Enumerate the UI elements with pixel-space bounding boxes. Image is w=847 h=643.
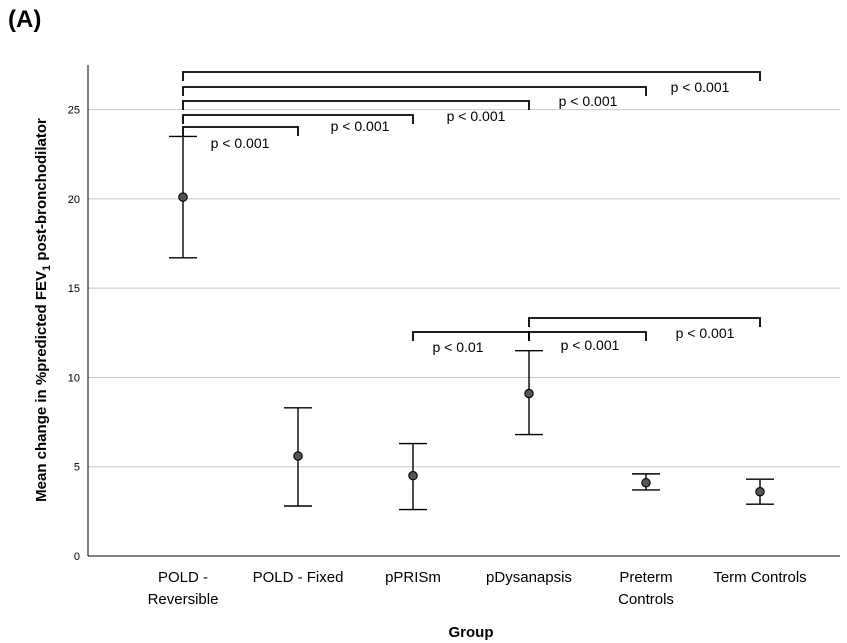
significance-bracket xyxy=(182,114,414,124)
significance-bracket xyxy=(182,126,299,136)
y-tick-label: 5 xyxy=(74,462,80,474)
p-value-label: p < 0.001 xyxy=(671,79,730,95)
significance-bracket xyxy=(182,86,647,96)
y-axis-title-text: Mean change in %predicted FEV1 post-bron… xyxy=(33,118,53,502)
y-axis-title-part: post-bronchodilator xyxy=(33,118,50,265)
x-category-label: pPRISm xyxy=(385,569,441,586)
p-value-label: p < 0.001 xyxy=(447,108,506,124)
p-value-label: p < 0.001 xyxy=(676,325,735,341)
y-axis-title-part: Mean change in %predicted FEV xyxy=(33,271,50,502)
x-category-label: Reversible xyxy=(148,591,219,608)
y-axis-title: Mean change in %predicted FEV1 post-bron… xyxy=(33,118,53,502)
significance-bracket xyxy=(528,331,647,341)
significance-bracket xyxy=(528,317,761,327)
y-axis-title-part: 1 xyxy=(41,265,53,271)
p-value-label: p < 0.001 xyxy=(331,118,390,134)
p-value-label: p < 0.01 xyxy=(433,339,484,355)
mean-point xyxy=(755,486,765,497)
mean-point xyxy=(178,192,188,202)
p-value-label: p < 0.001 xyxy=(561,337,620,353)
significance-bracket xyxy=(182,71,761,81)
y-tick-label: 0 xyxy=(74,551,80,563)
x-category-label: pDysanapsis xyxy=(486,569,572,586)
x-category-label: Preterm xyxy=(619,569,672,586)
mean-point xyxy=(408,470,418,481)
y-tick-label: 15 xyxy=(68,283,80,295)
p-value-label: p < 0.001 xyxy=(211,135,270,151)
mean-point xyxy=(524,388,534,399)
y-tick-label: 20 xyxy=(68,194,80,206)
p-value-label: p < 0.001 xyxy=(559,93,618,109)
significance-bracket xyxy=(182,100,530,110)
x-category-label: Controls xyxy=(618,591,674,608)
x-category-label: POLD - Fixed xyxy=(253,569,344,586)
mean-point xyxy=(641,478,651,488)
x-category-label: POLD - xyxy=(158,569,208,586)
y-tick-label: 25 xyxy=(68,105,80,117)
mean-point xyxy=(293,451,303,461)
y-tick-label: 10 xyxy=(68,372,80,384)
x-category-label: Term Controls xyxy=(713,569,806,586)
x-axis-title: Group xyxy=(449,624,494,641)
panel-label: (A) xyxy=(8,6,42,33)
